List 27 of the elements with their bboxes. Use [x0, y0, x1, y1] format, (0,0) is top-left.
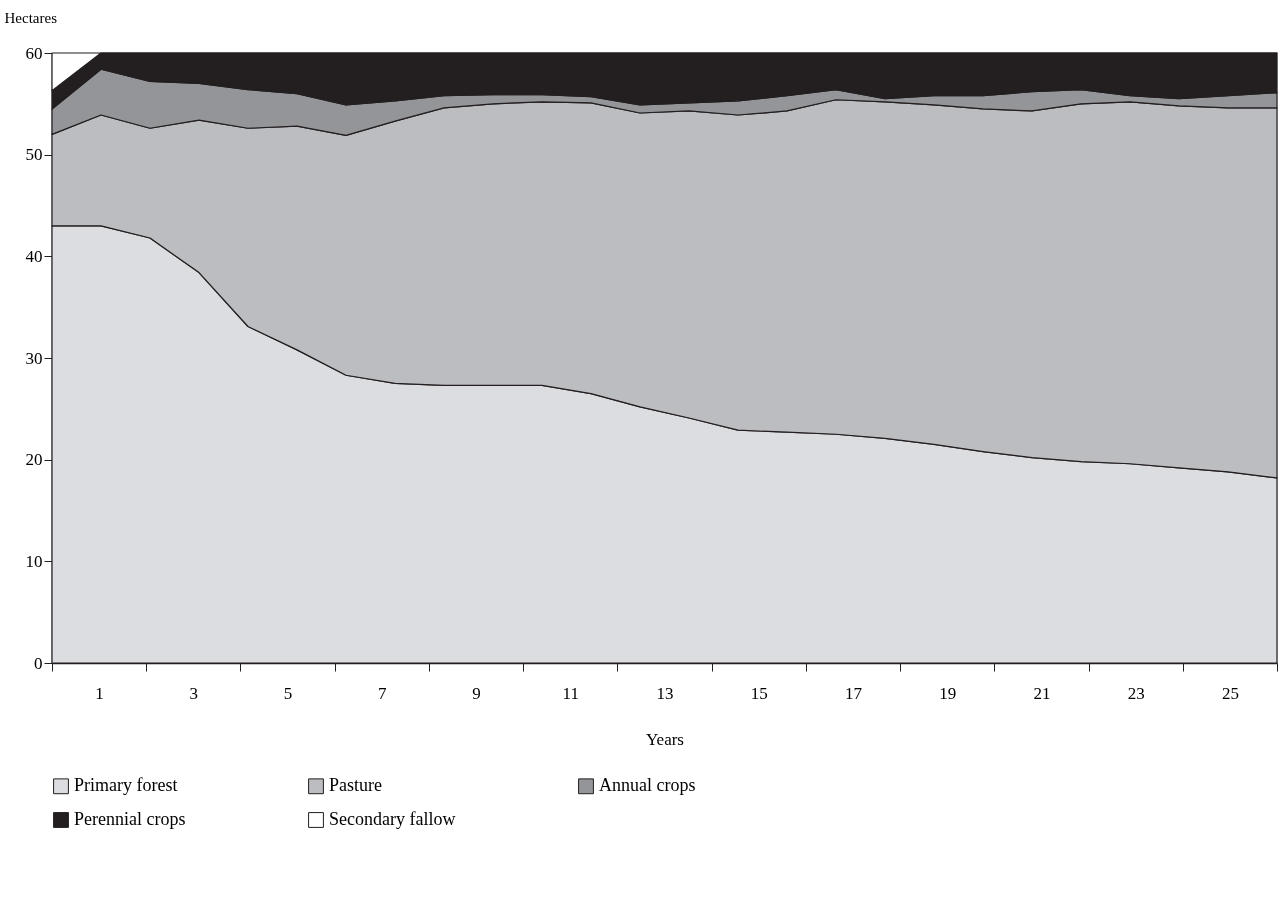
y-axis-title: Hectares [4, 9, 58, 26]
x-tick-label: 23 [1127, 683, 1145, 703]
x-tick-label: 7 [378, 683, 388, 703]
x-tick-label: 19 [939, 683, 957, 703]
legend-label: Perennial crops [74, 809, 186, 829]
x-tick-label: 9 [472, 683, 481, 703]
legend-label: Annual crops [599, 775, 696, 796]
y-tick-label: 30 [25, 348, 43, 368]
x-tick-label: 25 [1221, 683, 1239, 703]
x-tick-label: 11 [562, 683, 579, 703]
y-tick-label: 40 [25, 246, 43, 266]
legend-label: Primary forest [74, 775, 178, 796]
x-tick-label: 17 [844, 683, 863, 703]
y-tick-label: 20 [25, 450, 43, 470]
x-tick-label: 15 [750, 683, 768, 703]
y-tick-label: 60 [25, 43, 43, 63]
x-tick-label: 5 [283, 683, 293, 703]
legend-label: Secondary fallow [329, 809, 456, 829]
y-tick-label: 0 [34, 653, 43, 673]
x-tick-label: 21 [1033, 683, 1051, 703]
x-tick-label: 13 [656, 683, 674, 703]
y-tick-label: 50 [25, 145, 43, 165]
y-tick-label: 10 [25, 551, 43, 571]
x-axis-title: Years [646, 729, 684, 749]
x-tick-label: 1 [95, 683, 104, 703]
x-tick-label: 3 [189, 683, 199, 703]
legend-label: Pasture [329, 775, 382, 796]
